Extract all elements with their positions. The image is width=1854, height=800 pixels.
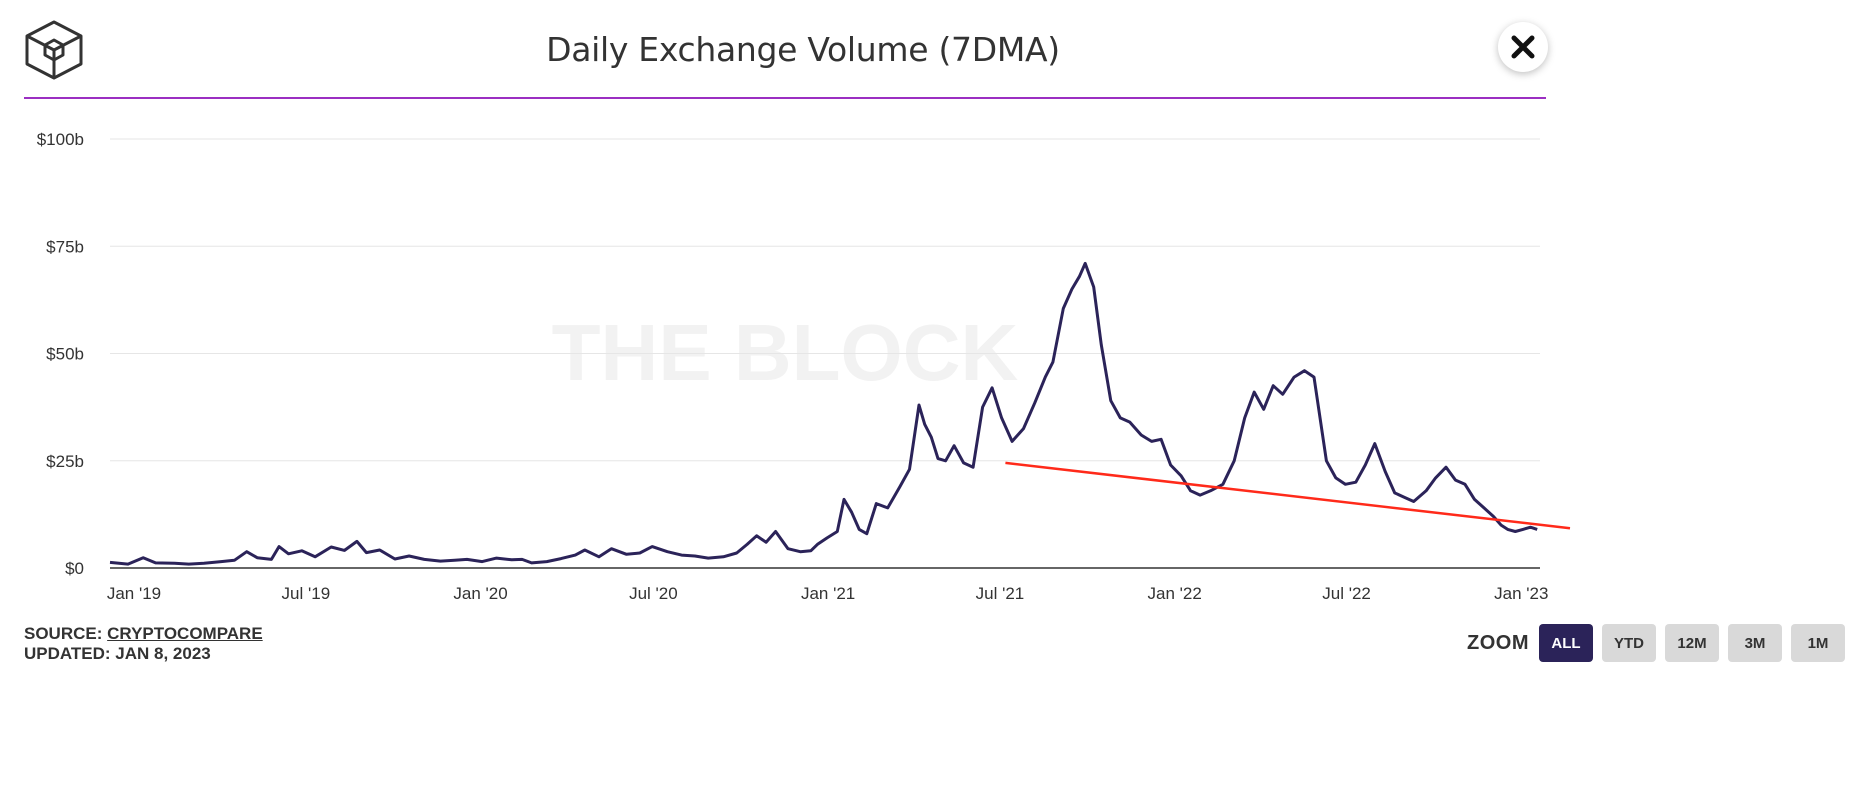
- y-tick-label: $0: [65, 559, 84, 578]
- updated-label: UPDATED: JAN 8, 2023: [24, 644, 211, 663]
- x-tick-label: Jan '23: [1494, 584, 1548, 603]
- header-divider: [24, 97, 1546, 99]
- chart-footer: SOURCE: CRYPTOCOMPARE UPDATED: JAN 8, 20…: [24, 624, 263, 664]
- y-tick-label: $75b: [46, 237, 84, 256]
- x-tick-label: Jul '21: [976, 584, 1025, 603]
- source-link[interactable]: CRYPTOCOMPARE: [107, 624, 263, 643]
- series-group: [109, 261, 1538, 566]
- x-tick-label: Jan '22: [1148, 584, 1202, 603]
- x-tick-label: Jul '22: [1322, 584, 1371, 603]
- watermark: THE BLOCK: [552, 308, 1019, 397]
- volume-series-line: [109, 261, 1538, 566]
- close-icon: [1511, 35, 1535, 59]
- x-tick-label: Jan '20: [453, 584, 507, 603]
- x-tick-label: Jul '20: [629, 584, 678, 603]
- chart-title: Daily Exchange Volume (7DMA): [546, 30, 1060, 69]
- zoom-controls: ZOOM ALL YTD 12M 3M 1M: [1467, 624, 1854, 662]
- x-tick-label: Jul '19: [282, 584, 331, 603]
- x-axis: Jan '19 Jul '19 Jan '20 Jul '20 Jan '21 Jul '…: [107, 584, 1549, 603]
- zoom-1m-button[interactable]: 1M: [1791, 624, 1845, 662]
- zoom-12m-button[interactable]: 12M: [1665, 624, 1719, 662]
- zoom-3m-button[interactable]: 3M: [1728, 624, 1782, 662]
- zoom-all-button[interactable]: ALL: [1539, 624, 1593, 662]
- the-block-logo-icon: [24, 20, 84, 80]
- volume-line-chart: THE BLOCK $0 $25b $50b $75b $100b Jan '19 Jul…: [37, 130, 1571, 603]
- zoom-label: ZOOM: [1467, 631, 1529, 654]
- x-tick-label: Jan '21: [801, 584, 855, 603]
- y-tick-label: $50b: [46, 345, 84, 364]
- grid-lines: [110, 138, 1540, 569]
- source-label: SOURCE:: [24, 624, 103, 643]
- trend-line: [1005, 461, 1571, 530]
- y-tick-label: $100b: [37, 130, 84, 149]
- y-tick-label: $25b: [46, 452, 84, 471]
- x-tick-label: Jan '19: [107, 584, 161, 603]
- y-axis: $0 $25b $50b $75b $100b: [37, 130, 84, 578]
- close-button[interactable]: [1498, 22, 1548, 72]
- trend-group: [1005, 461, 1571, 530]
- zoom-ytd-button[interactable]: YTD: [1602, 624, 1656, 662]
